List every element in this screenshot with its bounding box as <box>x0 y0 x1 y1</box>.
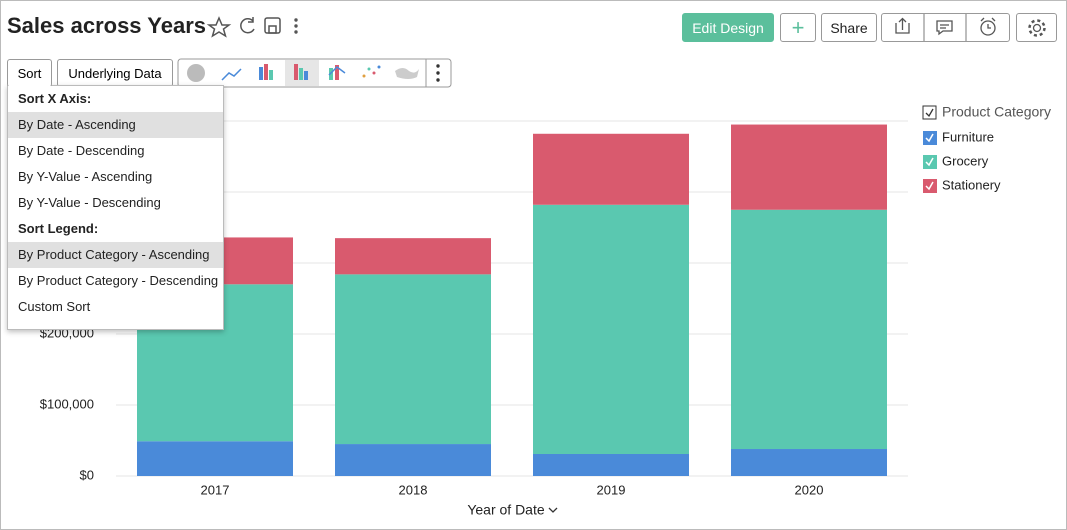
bar-segment <box>731 124 887 210</box>
line-icon[interactable] <box>221 68 242 81</box>
bar-segment <box>731 449 887 476</box>
menu-item[interactable]: Custom Sort <box>18 299 91 314</box>
bar-segment <box>533 204 689 454</box>
action-group[interactable] <box>881 13 1010 42</box>
bar-segment <box>335 444 491 476</box>
scatter-icon[interactable] <box>362 65 381 78</box>
combo-icon[interactable] <box>328 65 346 80</box>
add-button[interactable]: + <box>780 13 816 42</box>
bar-segment <box>335 238 491 275</box>
legend-title: Product Category <box>942 104 1051 120</box>
action-icons <box>895 14 996 41</box>
header-icons <box>206 16 281 38</box>
legend-label[interactable]: Grocery <box>942 153 989 168</box>
sort-menu: Sort X Axis: By Date - Ascending By Date… <box>7 85 224 330</box>
map-icon[interactable] <box>395 68 419 79</box>
legend-label[interactable]: Stationery <box>942 177 1001 192</box>
settings-button[interactable] <box>1016 13 1057 42</box>
x-tick-label: 2018 <box>399 482 428 497</box>
menu-item[interactable]: By Date - Descending <box>18 143 145 158</box>
menu-item[interactable]: By Date - Ascending <box>8 112 223 138</box>
page-title: Sales across Years <box>7 13 206 38</box>
bar-segment <box>731 209 887 450</box>
x-axis-label: Year of Date <box>467 502 545 518</box>
bar-segment <box>533 453 689 476</box>
sort-tab[interactable]: Sort <box>7 59 52 87</box>
underlying-data-tab[interactable]: Underlying Data <box>57 59 173 87</box>
checkmark <box>925 133 934 143</box>
x-tick-label: 2017 <box>201 482 230 497</box>
edit-design-button[interactable]: Edit Design <box>682 13 774 42</box>
legend-title-checkbox[interactable] <box>922 105 937 120</box>
bar-segment <box>335 274 491 445</box>
more-icon <box>294 18 298 34</box>
bar-icon[interactable] <box>259 64 273 80</box>
checkmark <box>925 157 934 167</box>
x-tick-label: 2019 <box>597 482 626 497</box>
menu-item[interactable]: By Product Category - Descending <box>18 273 219 288</box>
gear-icon <box>1027 18 1046 37</box>
share-button[interactable]: Share <box>821 13 877 42</box>
bar-segment <box>137 441 293 476</box>
more-icon[interactable] <box>436 64 440 82</box>
stack-icon[interactable] <box>294 64 308 80</box>
menu-item[interactable]: By Product Category - Ascending <box>8 242 223 268</box>
checkmark <box>925 181 934 191</box>
y-tick-label: $0 <box>80 467 94 482</box>
menu-item[interactable]: By Y-Value - Descending <box>18 195 161 210</box>
bar-segment <box>533 133 689 205</box>
pie-icon[interactable] <box>187 64 205 82</box>
x-axis-chevron[interactable] <box>548 507 558 513</box>
menu-item[interactable]: By Y-Value - Ascending <box>18 169 153 184</box>
y-tick-label: $100,000 <box>40 396 94 411</box>
menu-heading: Sort X Axis: <box>18 91 92 106</box>
checkmark <box>925 108 934 118</box>
x-tick-label: 2020 <box>795 482 824 497</box>
menu-heading: Sort Legend: <box>18 221 99 236</box>
legend-label[interactable]: Furniture <box>942 129 994 144</box>
